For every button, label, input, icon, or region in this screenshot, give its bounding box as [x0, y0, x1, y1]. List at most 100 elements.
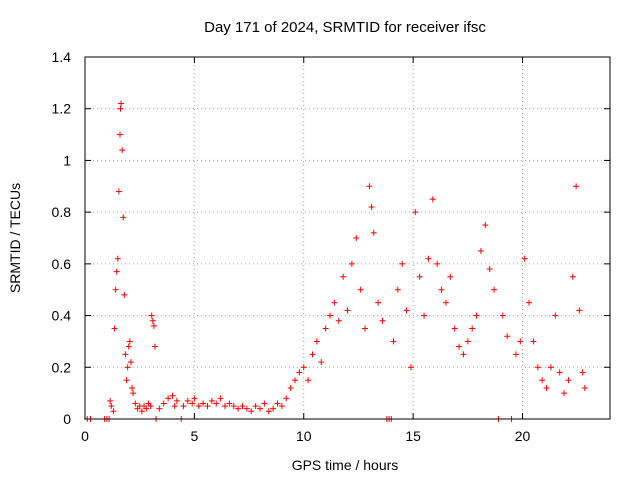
data-point [169, 392, 176, 399]
data-point [147, 403, 154, 410]
data-point [130, 390, 137, 397]
data-point [499, 312, 506, 319]
data-point [552, 312, 559, 319]
data-point [565, 377, 572, 384]
data-point [447, 273, 454, 280]
data-point [368, 203, 375, 210]
data-point [123, 377, 130, 384]
data-point [313, 338, 320, 345]
data-point [456, 343, 463, 350]
data-point [344, 307, 351, 314]
data-point [309, 351, 316, 358]
data-point [114, 255, 121, 262]
data-point [143, 405, 150, 412]
data-point [243, 405, 250, 412]
data-point [125, 343, 132, 350]
data-point [124, 364, 131, 371]
data-point [217, 395, 224, 402]
data-point [460, 351, 467, 358]
data-point [235, 405, 242, 412]
y-tick-label: 0.2 [52, 359, 72, 375]
data-point [394, 286, 401, 293]
data-point [239, 403, 246, 410]
data-point [353, 235, 360, 241]
y-tick-label: 1 [63, 152, 71, 168]
data-point [160, 400, 167, 407]
data-point [270, 405, 277, 412]
data-point [512, 351, 519, 358]
data-point [115, 188, 122, 195]
y-tick-label: 1.2 [52, 101, 72, 117]
data-point [200, 400, 207, 407]
data-point [340, 273, 347, 280]
y-tick-label: 0 [63, 411, 71, 427]
data-point [556, 369, 563, 376]
data-point [152, 343, 158, 350]
data-point [379, 317, 386, 324]
data-point [390, 338, 397, 345]
data-point [150, 322, 157, 329]
data-point [434, 260, 441, 267]
y-tick-label: 0.6 [52, 256, 72, 272]
data-point [464, 338, 471, 345]
data-point [331, 299, 338, 306]
data-point [292, 377, 298, 384]
data-point [425, 255, 432, 262]
x-tick-label: 10 [296, 428, 312, 444]
data-point [110, 408, 117, 415]
data-point [576, 307, 583, 314]
data-point [543, 384, 550, 391]
y-axis-label: SRMTID / TECUs [7, 183, 23, 293]
x-tick-label: 5 [190, 428, 198, 444]
axis-ticks: 0 0.2 0.4 0.6 0.8 1 1.2 1.4 0 5 10 15 20 [52, 49, 610, 444]
data-point [416, 273, 423, 280]
data-point [451, 325, 458, 332]
y-tick-label: 0.4 [52, 308, 72, 324]
data-point [118, 100, 125, 107]
data-point [438, 286, 445, 293]
data-point [113, 268, 120, 275]
data-point [278, 403, 285, 410]
data-point [300, 364, 307, 371]
data-point [283, 395, 290, 402]
data-point [335, 317, 342, 324]
data-point [429, 196, 436, 203]
data-point [112, 286, 119, 293]
data-point [318, 359, 325, 366]
data-point [469, 325, 476, 332]
chart-title: Day 171 of 2024, SRMTID for receiver ifs… [204, 19, 486, 36]
data-point [180, 403, 187, 410]
data-point [442, 299, 449, 306]
data-point [265, 408, 272, 415]
data-point [126, 338, 133, 345]
data-point [195, 403, 202, 410]
data-point [257, 405, 263, 412]
data-point [526, 299, 533, 306]
data-point [534, 364, 541, 371]
data-point [539, 377, 546, 384]
data-point [149, 317, 156, 324]
data-point [547, 364, 554, 371]
data-point [226, 400, 233, 407]
data-point [248, 408, 255, 415]
data-point [375, 299, 382, 306]
data-point [171, 403, 178, 410]
data-point [138, 408, 145, 415]
data-point [573, 183, 580, 190]
data-point [348, 260, 355, 267]
data-point [327, 312, 333, 319]
grid [85, 57, 610, 419]
data-point [403, 307, 410, 314]
data-point [121, 291, 128, 298]
data-point [287, 384, 294, 391]
data-point [274, 400, 281, 407]
data-point [127, 359, 134, 366]
data-point [530, 338, 537, 345]
data-point [173, 397, 180, 404]
data-point [191, 395, 198, 402]
data-point [107, 397, 114, 404]
data-point [208, 397, 215, 404]
data-point [230, 403, 237, 410]
data-point [399, 260, 406, 267]
data-point [521, 255, 528, 262]
